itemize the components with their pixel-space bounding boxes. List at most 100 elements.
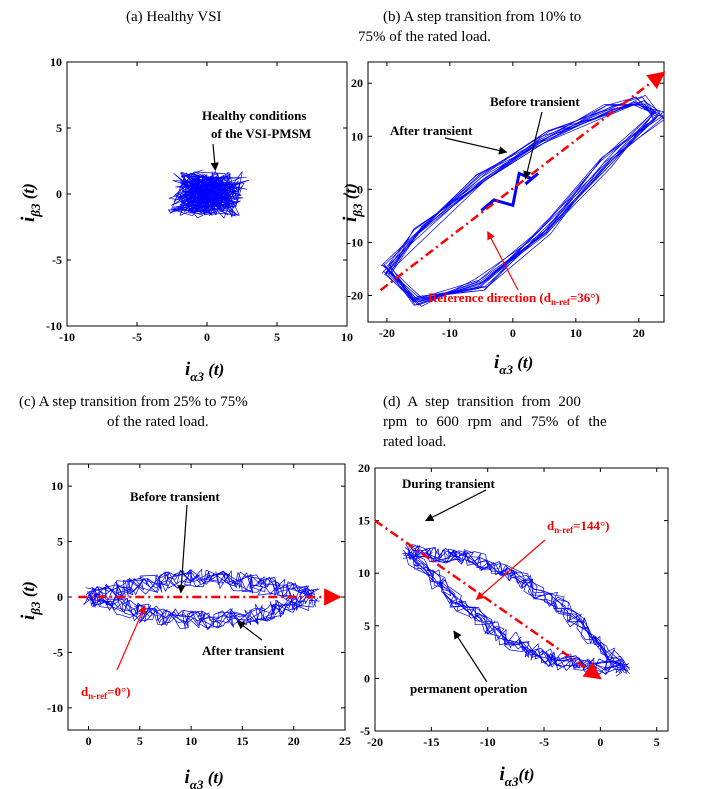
trace-line [388,94,665,306]
y-axis-label: iβ3 (t) [18,581,43,620]
x-tick-label: 20 [633,326,645,340]
y-tick-label: 10 [358,566,370,580]
annotation-arrow [210,143,219,172]
trace-line [407,545,623,662]
annotation-arrow [116,605,146,671]
trace-line [409,546,620,667]
x-tick-label: -20 [379,326,395,340]
annotation-arrow [487,231,519,291]
plot-frame [374,467,669,732]
trace-line [91,586,315,630]
y-tick-label: -5 [360,724,370,738]
annotation-text: Before transient [130,489,220,504]
before-transient-trace [480,171,540,212]
y-tick-label: -5 [53,645,63,659]
x-tick-label: 10 [185,734,197,748]
y-tick-label: -10 [46,319,62,333]
annotation-arrow [424,489,487,522]
x-tick-label: 20 [288,734,300,748]
x-axis-label: iα3 (t) [185,767,224,789]
trace-line [93,569,313,607]
y-tick-label: -20 [347,288,363,302]
x-axis-label: iα3 (t) [494,352,533,377]
annotation-arrow [523,111,543,180]
annotation-arrow [475,539,546,601]
y-tick-label: 10 [351,129,363,143]
x-tick-label: -10 [480,735,496,749]
trace-line [413,550,625,674]
caption-b-line1: (b) A step transition from 10% to [383,9,582,25]
trace-line [84,569,315,601]
y-tick-label: 5 [57,535,63,549]
trace-line [91,589,317,630]
x-tick-label: 0 [597,735,603,749]
x-tick-label: 10 [341,330,353,344]
x-tick-label: 15 [236,734,248,748]
y-tick-label: -5 [52,253,62,267]
x-axis-label: iα3(t) [500,764,535,789]
reference-direction-line [374,519,602,680]
y-tick-label: 15 [358,514,370,528]
trace-line [414,549,630,675]
x-tick-label: -15 [423,735,439,749]
caption-c-line2: of the rated load. [107,414,209,430]
x-tick-label: 5 [654,735,660,749]
annotation-arrow [444,137,508,155]
caption-b-line2: 75% of the rated load. [358,29,491,45]
trace-group [83,569,320,630]
trace-line [382,97,656,301]
trace-line [89,570,313,605]
annotation-text: During transient [402,476,495,491]
trace-line [384,103,655,307]
trace-group [380,94,665,307]
panel-a: -10 -5 0 5 10 -10 -5 0 5 10 iα3 (t) iβ3 (t) Healthy … [18,55,353,384]
caption-d-line1: (d) A step transition from 200 [383,394,581,410]
annotation-text: dn-ref=144°) [547,518,610,535]
x-tick-label: 0 [86,734,92,748]
y-tick-label: 20 [351,76,363,90]
x-tick-label: 5 [137,734,143,748]
x-tick-label: -10 [59,330,75,344]
x-tick-label: 0 [510,326,516,340]
annotation-text: Reference direction (dn-ref=36°) [428,290,600,307]
trace-line [412,545,629,665]
y-tick-label: -10 [47,701,63,715]
trace-line [405,543,629,672]
y-axis-label: iβ3 (t) [18,183,43,222]
panel-d: -20 -15 -10 -5 0 5 -5 0 5 10 15 20 iα3(t) During tran… [358,461,669,789]
y-tick-label: -10 [347,235,363,249]
x-tick-label: -10 [442,326,458,340]
y-tick-label: 0 [357,182,363,196]
panel-c: 0 5 10 15 20 25 -10 -5 0 5 10 iα3 (t) iβ3 (t) Before … [18,463,351,789]
annotation-arrow [236,620,263,641]
y-tick-label: 5 [364,619,370,633]
y-tick-label: 5 [56,121,62,135]
annotation-text: After transient [390,123,473,138]
annotation-text: of the VSI-PMSM [211,126,311,141]
annotation-text: dn-ref=0°) [81,684,131,701]
y-tick-label: 0 [364,671,370,685]
caption-a: (a) Healthy VSI [126,9,222,25]
x-tick-label: 25 [339,734,351,748]
y-tick-label: 10 [50,55,62,69]
x-tick-label: -5 [539,735,549,749]
x-tick-label: -20 [367,735,383,749]
trace-line [83,594,315,629]
y-tick-label: 10 [51,479,63,493]
annotation-arrow [453,630,488,683]
y-tick-label: 20 [358,461,370,475]
trace-group [167,169,250,219]
annotation-text: After transient [202,643,285,658]
caption-d-line2: rpm to 600 rpm and 75% of the [383,414,607,430]
x-tick-label: 5 [274,330,280,344]
x-tick-label: 0 [204,330,210,344]
y-tick-label: 0 [56,187,62,201]
annotation-text: permanent operation [410,681,528,696]
trace-group [402,543,630,677]
annotation-arrow [177,504,188,594]
annotation-text: Before transient [490,94,580,109]
trace-line [406,547,618,670]
plot-frame [367,61,665,323]
trace-line [87,588,320,630]
